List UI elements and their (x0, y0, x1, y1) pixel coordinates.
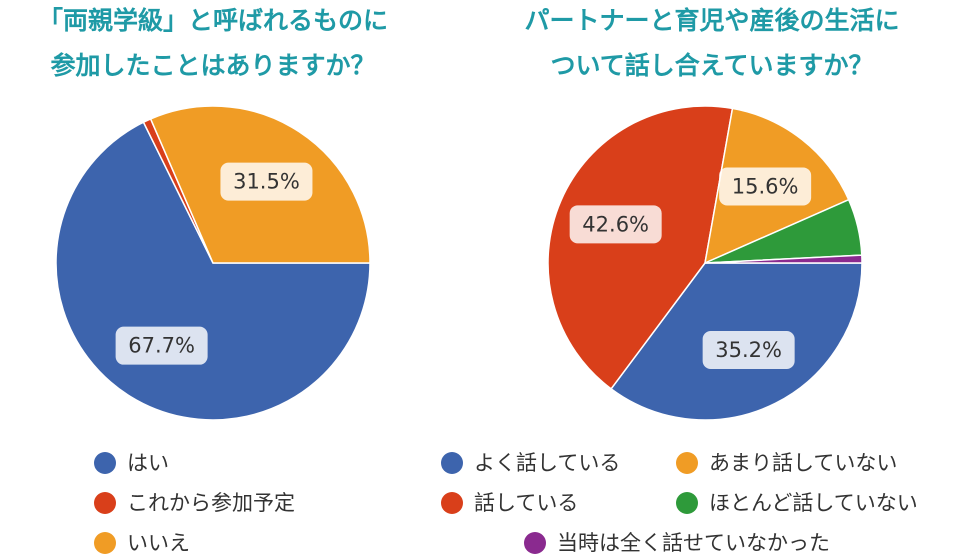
legend-marker (441, 452, 463, 474)
value-label: 35.2% (715, 338, 782, 362)
legend-marker (676, 452, 698, 474)
legend-label: 当時は全く話せていなかった (557, 531, 830, 555)
legend-marker (94, 532, 116, 554)
value-label: 67.7% (128, 334, 195, 358)
legend-label: ほとんど話していない (709, 491, 918, 515)
pie-slice (704, 254, 863, 264)
value-label-bg (719, 167, 812, 206)
value-label-bg (220, 162, 313, 201)
legend-label: 話している (474, 491, 578, 515)
value-label: 42.6% (582, 212, 649, 236)
value-label-bg (569, 205, 662, 244)
chart-title: ついて話し合えていますか？ (550, 51, 873, 80)
chart-title: 「両親学級」と呼ばれるものに (38, 6, 388, 35)
legend-marker (676, 492, 698, 514)
value-label-bg (702, 331, 795, 370)
legend-label: あまり話していない (709, 451, 897, 475)
legend-marker (94, 492, 116, 514)
value-label: 15.6% (732, 174, 799, 198)
legend-marker (524, 532, 546, 554)
pie-slice (547, 105, 734, 390)
legend-marker (94, 452, 116, 474)
legend-label: いいえ (127, 531, 190, 555)
legend-label: これから参加予定 (127, 491, 295, 515)
legend-label: はい (127, 451, 169, 475)
legend-label: よく話している (474, 451, 620, 475)
chart-title: パートナーと育児や産後の生活に (524, 6, 899, 35)
value-label: 31.5% (233, 170, 300, 194)
legend-marker (441, 492, 463, 514)
value-label-bg (115, 326, 208, 365)
chart-title: 参加したことはありますか？ (50, 51, 375, 80)
